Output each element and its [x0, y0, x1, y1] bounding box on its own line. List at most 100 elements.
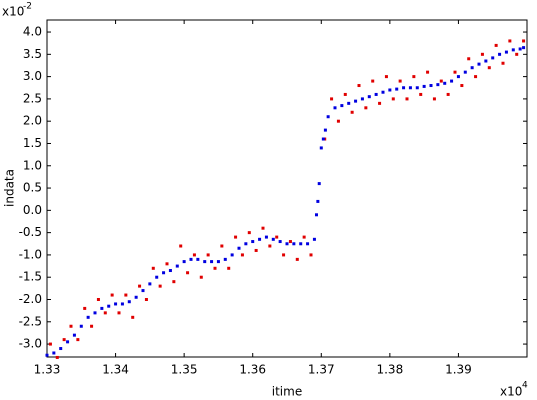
point	[230, 253, 234, 257]
y-multiplier-base: x10	[2, 5, 24, 19]
point	[498, 52, 502, 56]
point	[237, 246, 241, 250]
point	[52, 351, 56, 355]
point	[333, 106, 337, 110]
point	[347, 101, 351, 105]
point	[292, 242, 296, 246]
x-tick-label: 1.33	[34, 363, 61, 377]
point	[131, 315, 135, 319]
point	[306, 242, 310, 246]
point	[247, 231, 251, 235]
point	[491, 56, 495, 60]
y-tick-label: 1.0	[23, 158, 42, 172]
plot-frame	[46, 19, 528, 358]
point	[391, 97, 395, 101]
point	[155, 275, 159, 279]
point	[83, 306, 87, 310]
point	[189, 257, 193, 261]
point	[196, 257, 200, 261]
point	[317, 182, 321, 186]
point	[275, 235, 279, 239]
y-tick-label: 1.5	[23, 136, 42, 150]
point	[446, 92, 450, 96]
y-tick-label: -2.5	[19, 314, 42, 328]
point	[474, 75, 478, 79]
point	[330, 97, 334, 101]
point	[244, 242, 248, 246]
point	[210, 260, 214, 264]
point	[371, 79, 375, 83]
point	[285, 242, 289, 246]
point	[264, 235, 268, 239]
point	[59, 347, 63, 351]
x-tick-label: 1.37	[308, 363, 335, 377]
point	[364, 106, 368, 110]
point	[172, 280, 176, 284]
point	[268, 244, 272, 248]
point	[415, 86, 419, 90]
point	[405, 97, 409, 101]
point	[463, 70, 467, 74]
point	[114, 302, 118, 306]
point	[460, 84, 464, 88]
x-multiplier-base: x10	[500, 385, 522, 399]
point	[343, 92, 347, 96]
point	[299, 242, 303, 246]
y-tick-label: 2.5	[23, 91, 42, 105]
point	[141, 289, 145, 293]
point	[453, 70, 457, 74]
point	[240, 253, 244, 257]
point	[450, 79, 454, 83]
point	[90, 324, 94, 328]
point	[271, 237, 275, 241]
point	[316, 199, 320, 203]
point	[467, 57, 471, 61]
point	[69, 324, 73, 328]
y-tick-label: 3.0	[23, 69, 42, 83]
point	[282, 253, 286, 257]
x-tick-label: 1.35	[171, 363, 198, 377]
point	[251, 240, 255, 244]
point	[186, 271, 190, 275]
point	[48, 342, 52, 346]
point	[360, 97, 364, 101]
point	[216, 260, 220, 264]
point	[86, 315, 90, 319]
point	[439, 79, 443, 83]
y-tick-label: 0.0	[23, 203, 42, 217]
point	[144, 297, 148, 301]
point	[522, 46, 526, 50]
point	[120, 302, 124, 306]
point	[288, 240, 292, 244]
point	[138, 284, 142, 288]
point	[162, 271, 166, 275]
x-axis-label: itime	[272, 385, 302, 399]
point	[480, 52, 484, 56]
point	[309, 253, 313, 257]
y-tick-label: -3.0	[19, 337, 42, 351]
x-tick-label: 1.34	[102, 363, 129, 377]
point	[110, 293, 114, 297]
y-tick-label: 2.0	[23, 114, 42, 128]
point	[55, 355, 59, 359]
point	[182, 260, 186, 264]
point	[124, 293, 128, 297]
point	[398, 79, 402, 83]
point	[515, 52, 519, 56]
y-tick-label: 0.5	[23, 181, 42, 195]
point	[206, 253, 210, 257]
point	[148, 282, 152, 286]
point	[522, 39, 526, 43]
point	[484, 59, 488, 63]
point	[395, 87, 399, 91]
point	[168, 269, 172, 273]
point	[432, 97, 436, 101]
point	[323, 128, 327, 132]
point	[158, 284, 162, 288]
point	[203, 260, 207, 264]
point	[402, 86, 406, 90]
point	[314, 213, 318, 217]
point	[429, 84, 433, 88]
y-tick-label: -1.0	[19, 247, 42, 261]
